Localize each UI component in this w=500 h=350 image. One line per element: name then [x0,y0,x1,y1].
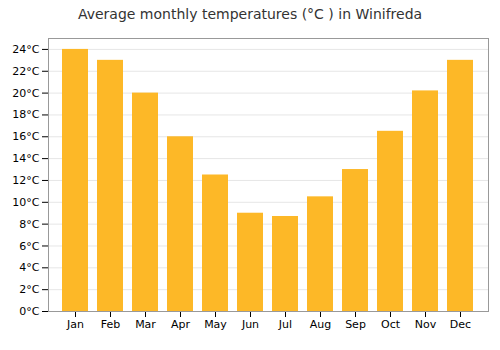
svg-text:4°C: 4°C [19,261,39,274]
svg-text:Feb: Feb [101,318,120,331]
svg-text:Sep: Sep [345,318,366,331]
svg-text:Jan: Jan [66,318,84,331]
svg-text:16°C: 16°C [12,130,39,143]
svg-text:8°C: 8°C [19,218,39,231]
svg-text:14°C: 14°C [12,152,39,165]
svg-text:Jul: Jul [278,318,292,331]
svg-text:Oct: Oct [381,318,401,331]
svg-text:18°C: 18°C [12,108,39,121]
svg-text:Aug: Aug [310,318,331,331]
svg-text:Nov: Nov [415,318,437,331]
svg-text:6°C: 6°C [19,240,39,253]
svg-text:0°C: 0°C [19,305,39,318]
svg-text:Mar: Mar [135,318,156,331]
svg-text:Jun: Jun [241,318,259,331]
html-text:Average monthly temperatures (: Average monthly temperatures (°C ) in Wi… [77,6,423,22]
svg-text:2°C: 2°C [19,283,39,296]
svg-text:24°C: 24°C [12,43,39,56]
svg-text:May: May [204,318,227,331]
svg-text:22°C: 22°C [12,65,39,78]
svg-text:12°C: 12°C [12,174,39,187]
svg-text:Apr: Apr [171,318,191,331]
svg-text:20°C: 20°C [12,87,39,100]
svg-text:Dec: Dec [450,318,471,331]
svg-text:10°C: 10°C [12,196,39,209]
